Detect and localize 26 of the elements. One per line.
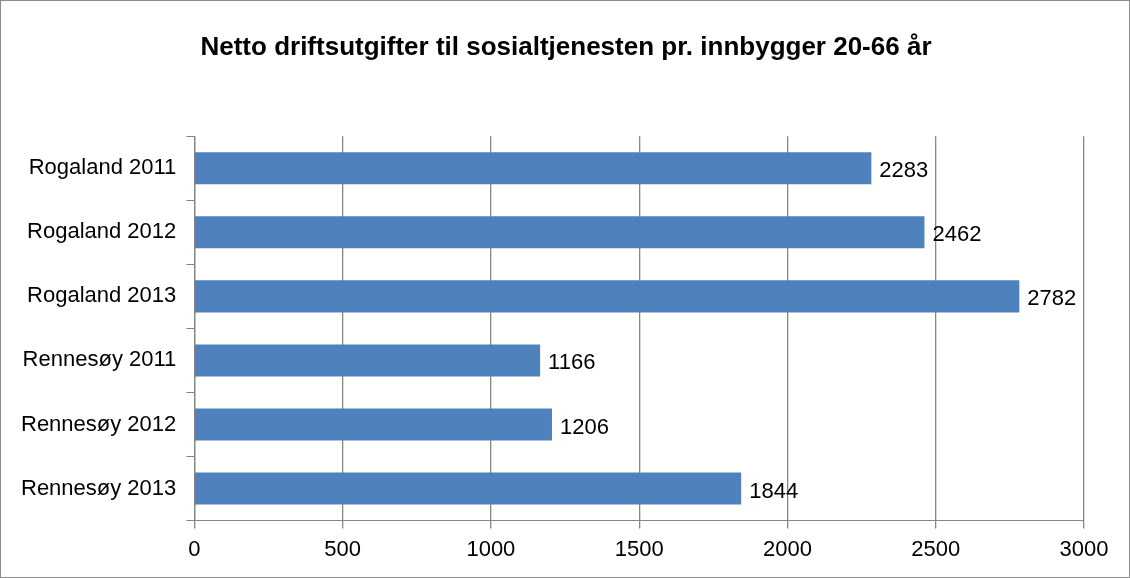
bar <box>194 216 925 249</box>
x-tick-label: 0 <box>188 535 201 561</box>
x-tick-label: 3000 <box>1059 535 1109 561</box>
y-tick-label: Rogaland 2012 <box>27 218 177 244</box>
bar <box>194 408 552 441</box>
data-label: 2462 <box>932 221 982 247</box>
data-label: 1206 <box>559 413 609 439</box>
x-tick-label: 2500 <box>911 535 961 561</box>
bar <box>194 280 1020 313</box>
data-label: 2283 <box>879 157 929 183</box>
y-tick-label: Rogaland 2013 <box>27 282 177 308</box>
data-label: 1844 <box>749 477 799 503</box>
x-tick-label: 2000 <box>762 535 812 561</box>
bar <box>194 472 742 505</box>
y-tick-label: Rennesøy 2011 <box>22 346 177 372</box>
data-label: 1166 <box>548 349 596 375</box>
y-tick-label: Rogaland 2011 <box>28 154 177 180</box>
x-tick-label: 1000 <box>466 535 516 561</box>
y-tick-label: Rennesøy 2013 <box>20 474 177 500</box>
data-label: 2782 <box>1027 285 1077 311</box>
x-tick-label: 500 <box>324 535 361 561</box>
x-tick-label: 1500 <box>614 535 664 561</box>
y-tick-label: Rennesøy 2012 <box>20 410 177 436</box>
bar <box>194 152 872 185</box>
bar <box>194 344 541 377</box>
chart-title: Netto driftsutgifter til sosialtjenesten pr. innbygger 20-66 år <box>199 31 933 62</box>
